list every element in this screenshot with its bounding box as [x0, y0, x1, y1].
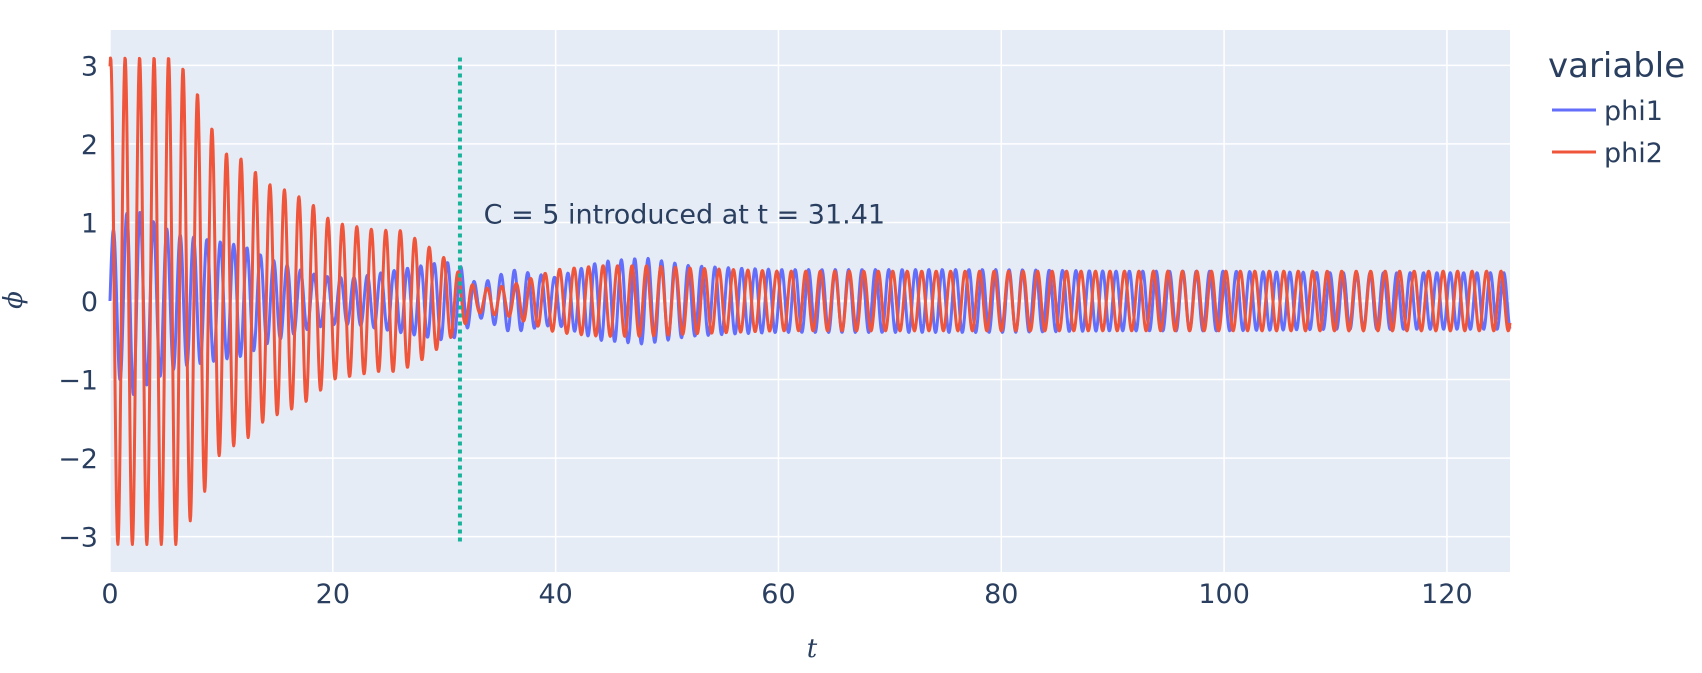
x-tick-label: 80: [984, 579, 1018, 610]
legend-title: variable: [1548, 46, 1685, 86]
x-tick-label: 60: [761, 579, 795, 610]
y-tick-label: 0: [81, 287, 98, 318]
legend: variable phi1 phi2: [1548, 46, 1685, 169]
y-tick-label: 3: [81, 51, 98, 82]
series-layer: [108, 56, 1512, 547]
y-tick-label: 2: [81, 130, 98, 161]
legend-items: phi1 phi2: [1552, 96, 1663, 169]
y-axis-title: ϕ: [0, 291, 29, 309]
x-tick-label: 100: [1198, 579, 1250, 610]
y-tick-label: 1: [81, 208, 98, 239]
x-tick-label: 40: [538, 579, 572, 610]
x-tick-label: 20: [316, 579, 350, 610]
x-tick-label: 120: [1421, 579, 1473, 610]
series-line-phi2: [108, 56, 1512, 547]
legend-label-phi1: phi1: [1604, 96, 1663, 127]
annotation-text: C = 5 introduced at t = 31.41: [484, 200, 885, 231]
x-tick-label: 0: [101, 579, 118, 610]
y-tick-label: −3: [58, 523, 98, 554]
x-axis-title: t: [807, 634, 818, 664]
y-tick-label: −2: [58, 444, 98, 475]
y-tick-label: −1: [58, 366, 98, 397]
legend-label-phi2: phi2: [1604, 138, 1663, 169]
series-line-phi1: [108, 211, 1512, 396]
x-axis-ticks: 0 20 40 60 80 100 120: [101, 579, 1472, 610]
y-axis-ticks: 3 2 1 0 −1 −2 −3: [58, 51, 98, 553]
